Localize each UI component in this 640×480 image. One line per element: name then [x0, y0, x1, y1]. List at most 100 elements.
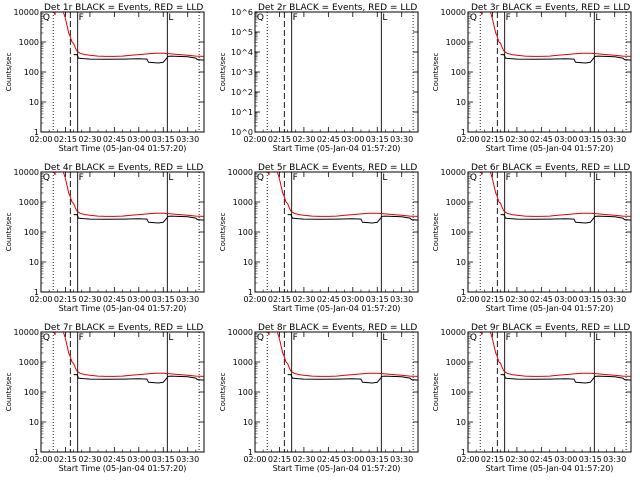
y-tick-label: 1000 — [233, 358, 253, 367]
series-lld-line — [480, 332, 631, 377]
x-tick-label: 03:15 — [366, 295, 389, 304]
marker-F: F — [506, 13, 511, 23]
y-axis-label: Counts/sec — [432, 213, 440, 252]
y-tick-label: 1000 — [446, 198, 466, 207]
x-tick-label: 02:00 — [243, 455, 266, 464]
x-axis-label: Start Time (05-Jan-04 01:57:20) — [273, 464, 401, 473]
x-tick-label: 02:15 — [54, 295, 77, 304]
panel-title: Det 8r BLACK = Events, RED = LLD — [258, 323, 417, 333]
marker-F: F — [293, 13, 298, 23]
series-events-line — [287, 374, 418, 384]
x-tick-label: 03:15 — [579, 295, 602, 304]
x-axis-label: Start Time (05-Jan-04 01:57:20) — [59, 304, 187, 313]
marker-Q: Q — [470, 333, 477, 343]
x-tick-label: 02:00 — [243, 295, 266, 304]
x-tick-label: 02:45 — [317, 295, 340, 304]
series-events-line — [73, 54, 204, 64]
panel-title: Det 9r BLACK = Events, RED = LLD — [471, 323, 630, 333]
y-axis-label: Counts/sec — [219, 213, 227, 252]
x-tick-label: 03:00 — [127, 455, 150, 464]
x-axis-label: Start Time (05-Jan-04 01:57:20) — [486, 144, 614, 153]
panel-title: Det 4r BLACK = Events, RED = LLD — [44, 163, 203, 173]
x-tick-label: 02:45 — [103, 135, 126, 144]
x-tick-label: 02:15 — [481, 295, 504, 304]
x-tick-label: 02:30 — [292, 135, 315, 144]
marker-L: L — [382, 333, 387, 343]
marker-Q: Q — [470, 173, 477, 183]
y-axis-label: Counts/sec — [219, 373, 227, 412]
x-axis-label: Start Time (05-Jan-04 01:57:20) — [59, 144, 187, 153]
x-tick-label: 02:30 — [505, 295, 528, 304]
y-tick-label: 10 — [243, 418, 253, 427]
x-tick-label: 02:15 — [54, 455, 77, 464]
y-tick-label: 10 — [29, 258, 39, 267]
marker-L: L — [168, 333, 173, 343]
marker-F: F — [79, 333, 84, 343]
y-tick-label: 10000 — [14, 328, 39, 337]
y-tick-label: 10000 — [14, 168, 39, 177]
y-tick-label: 100 — [451, 68, 466, 77]
x-tick-label: 02:45 — [530, 455, 553, 464]
x-tick-label: 03:15 — [152, 455, 175, 464]
y-tick-label: 1000 — [446, 38, 466, 47]
axes-frame — [254, 171, 419, 293]
marker-L: L — [595, 173, 600, 183]
x-tick-label: 02:30 — [78, 295, 101, 304]
marker-F: F — [506, 173, 511, 183]
x-tick-label: 02:15 — [268, 135, 291, 144]
x-axis-label: Start Time (05-Jan-04 01:57:20) — [486, 304, 614, 313]
panel-title: Det 3r BLACK = Events, RED = LLD — [471, 3, 630, 13]
y-tick-label: 1 — [248, 448, 253, 457]
series-events-line — [500, 374, 631, 384]
y-tick-label: 100 — [24, 388, 39, 397]
y-tick-label: 10000 — [441, 168, 466, 177]
x-tick-label: 03:00 — [341, 135, 364, 144]
x-tick-label: 02:00 — [456, 295, 479, 304]
y-axis-label: Counts/sec — [432, 53, 440, 92]
y-tick-label: 10^4 — [231, 48, 253, 57]
marker-L: L — [382, 13, 387, 23]
x-tick-label: 02:45 — [530, 295, 553, 304]
x-tick-label: 03:15 — [366, 455, 389, 464]
marker-L: L — [382, 173, 387, 183]
y-tick-label: 10^6 — [231, 8, 253, 17]
x-tick-label: 03:30 — [176, 135, 199, 144]
x-axis-label: Start Time (05-Jan-04 01:57:20) — [273, 144, 401, 153]
y-axis-label: Counts/sec — [5, 373, 13, 412]
axes-frame — [40, 11, 205, 133]
x-tick-label: 02:15 — [481, 135, 504, 144]
x-tick-label: 02:15 — [268, 455, 291, 464]
x-tick-label: 02:15 — [54, 135, 77, 144]
x-tick-label: 03:30 — [390, 135, 413, 144]
y-tick-label: 100 — [451, 388, 466, 397]
y-tick-label: 1000 — [19, 358, 39, 367]
series-lld-line — [480, 172, 631, 217]
x-tick-label: 03:00 — [554, 135, 577, 144]
y-tick-label: 10 — [456, 98, 466, 107]
x-tick-label: 03:30 — [176, 455, 199, 464]
series-lld-line — [53, 172, 204, 217]
axes-frame — [467, 331, 632, 453]
series-lld-line — [267, 172, 418, 217]
x-tick-label: 02:45 — [317, 135, 340, 144]
x-tick-label: 03:00 — [127, 135, 150, 144]
marker-F: F — [79, 173, 84, 183]
y-tick-label: 1000 — [19, 198, 39, 207]
y-tick-label: 10^2 — [231, 88, 253, 97]
series-events-line — [73, 374, 204, 384]
x-tick-label: 03:15 — [152, 135, 175, 144]
marker-L: L — [595, 13, 600, 23]
axes-frame — [467, 11, 632, 133]
x-tick-label: 03:00 — [127, 295, 150, 304]
marker-F: F — [293, 173, 298, 183]
panel-title: Det 7r BLACK = Events, RED = LLD — [44, 323, 203, 333]
x-tick-label: 03:00 — [554, 455, 577, 464]
x-tick-label: 02:45 — [317, 455, 340, 464]
